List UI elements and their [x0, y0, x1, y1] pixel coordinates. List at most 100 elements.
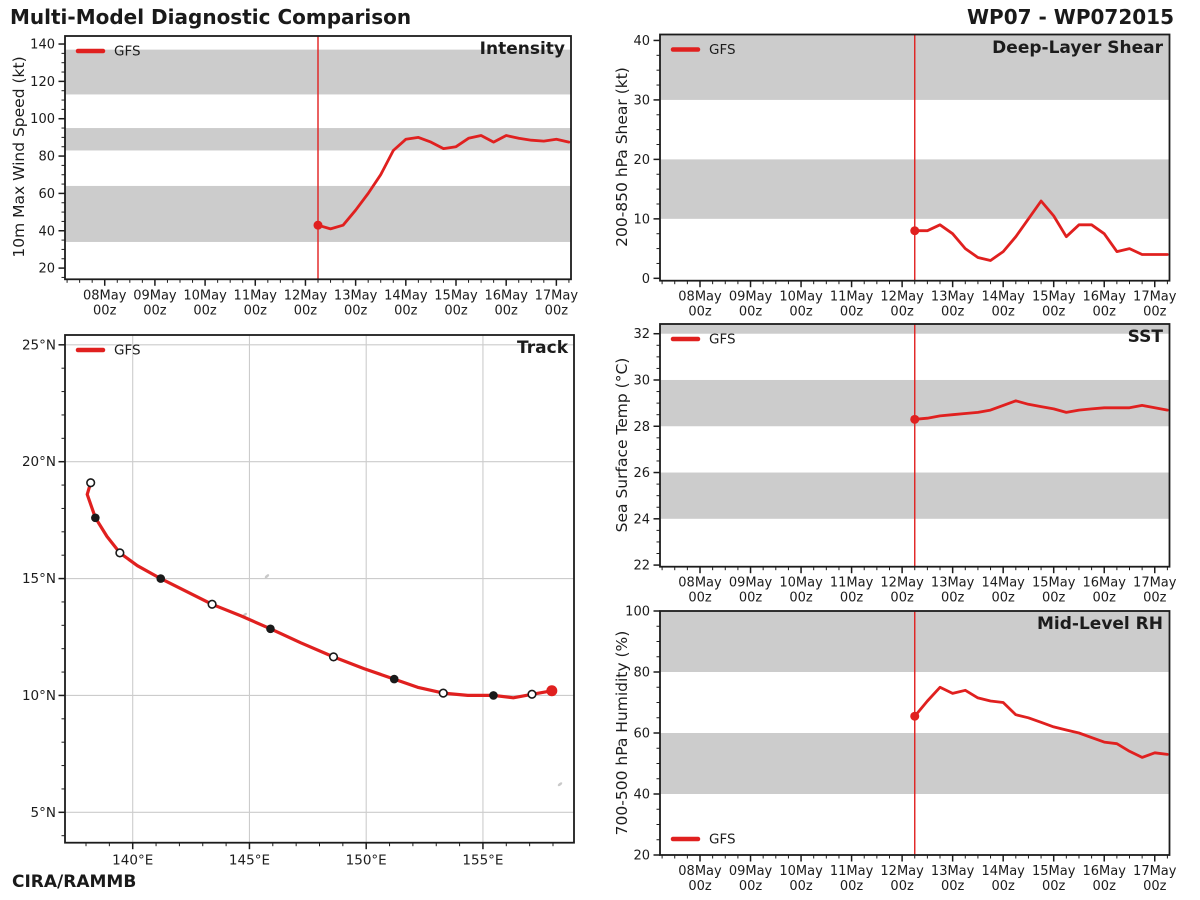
x-tick-sublabel: 00z [890, 305, 914, 320]
x-tick-label: 12May [880, 576, 924, 591]
y-tick-label: 0 [642, 272, 650, 287]
y-tick-label: 60 [38, 187, 55, 202]
x-tick-label: 17May [535, 288, 579, 303]
track-00z-marker [266, 624, 275, 634]
x-tick-label: 13May [931, 864, 975, 879]
x-tick-sublabel: 00z [991, 305, 1015, 320]
x-tick-sublabel: 00z [1093, 591, 1117, 606]
x-tick-sublabel: 00z [789, 879, 813, 894]
x-tick-sublabel: 00z [1042, 305, 1066, 320]
x-tick-label: 15May [1032, 864, 1076, 879]
track-00z-marker [389, 674, 399, 684]
x-tick-sublabel: 00z [688, 879, 712, 894]
x-tick-label: 08May [678, 576, 722, 591]
x-axis: 08May00z09May00z10May00z11May00z12May00z… [661, 280, 1177, 320]
y-axis: 0 10 20 30 40 [633, 34, 660, 287]
y-tick-label: 15°N [22, 571, 56, 587]
track-12z-marker [328, 652, 339, 662]
intensity-start-marker [313, 220, 323, 230]
x-tick-label: 10May [779, 864, 823, 879]
storm-id-title: WP07 - WP072015 [967, 5, 1174, 29]
x-tick-label: 09May [729, 290, 773, 305]
track-12z-marker [86, 478, 96, 488]
y-tick-label: 24 [633, 512, 650, 527]
x-tick-label: 13May [931, 576, 975, 591]
x-tick-sublabel: 00z [941, 305, 965, 320]
plot-frame [64, 35, 572, 281]
track-panel-title: Track [517, 338, 568, 358]
y-tick-label: 28 [633, 420, 650, 435]
x-axis: 08May00z09May00z10May00z11May00z12May00z… [661, 855, 1177, 894]
legend-label: GFS [709, 332, 736, 348]
y-tick-label: 22 [633, 559, 650, 574]
page-title: Multi-Model Diagnostic Comparison [10, 5, 412, 29]
y-tick-label: 30 [633, 373, 650, 388]
y-tick-label: 100 [30, 112, 55, 127]
x-tick-label: 09May [729, 864, 773, 879]
track-00z-marker [489, 691, 498, 700]
y-tick-label: 60 [633, 727, 650, 742]
legend-label: GFS [114, 44, 141, 60]
x-tick-label: 12May [880, 864, 924, 879]
y-tick-label: 120 [30, 75, 55, 90]
x-tick-sublabel: 00z [294, 303, 318, 318]
plot-frame [659, 323, 1171, 568]
x-tick-sublabel: 00z [840, 591, 864, 606]
sst-start-marker [910, 414, 920, 424]
intensity-panel-title: Intensity [479, 39, 565, 59]
y-tick-label: 26 [633, 466, 650, 481]
x-tick-label: 13May [334, 288, 378, 303]
x-tick-sublabel: 00z [789, 305, 813, 320]
x-tick-label: 12May [284, 288, 328, 303]
x-tick-sublabel: 00z [941, 879, 965, 894]
x-tick-sublabel: 00z [840, 879, 864, 894]
y-tick-label: 30 [633, 93, 650, 108]
x-tick-label: 09May [133, 288, 177, 303]
x-tick-label: 11May [830, 864, 874, 879]
x-tick-sublabel: 00z [1143, 879, 1167, 894]
y-tick-label: 40 [633, 788, 650, 803]
x-tick-sublabel: 00z [1093, 879, 1117, 894]
x-tick-label: 11May [234, 288, 278, 303]
sst-series-line [913, 399, 1169, 421]
y-tick-label: 20 [633, 849, 650, 864]
plot-frame [659, 610, 1171, 856]
x-tick-label: 11May [830, 576, 874, 591]
x-tick-label: 08May [678, 290, 722, 305]
y-tick-label: 25°N [22, 337, 56, 353]
x-tick-sublabel: 00z [840, 305, 864, 320]
x-tick-sublabel: 00z [1042, 879, 1066, 894]
x-tick-label: 17May [1133, 864, 1177, 879]
x-tick-label: 17May [1133, 576, 1177, 591]
x-tick-sublabel: 00z [991, 879, 1015, 894]
y-tick-label: 140 [30, 38, 55, 53]
x-tick-label: 08May [678, 864, 722, 879]
x-axis: 08May00z09May00z10May00z11May00z12May00z… [66, 279, 579, 318]
x-tick-sublabel: 00z [193, 303, 217, 318]
x-tick-sublabel: 00z [143, 303, 167, 318]
x-tick-sublabel: 00z [344, 303, 368, 318]
x-tick-label: 13May [931, 290, 975, 305]
legend-label: GFS [709, 42, 736, 58]
x-tick-label: 16May [1083, 290, 1127, 305]
y-tick-label: 80 [38, 150, 55, 165]
y-axis: 20 40 60 80 100 [625, 605, 660, 864]
x-tick-label: 15May [434, 288, 478, 303]
x-tick-label: 16May [1083, 576, 1127, 591]
shear-series-line [913, 199, 1169, 262]
y-tick-label: 10 [633, 212, 650, 227]
shear-y-axis-label: 200-850 hPa Shear (kt) [613, 67, 631, 247]
x-tick-sublabel: 00z [545, 303, 569, 318]
x-tick-sublabel: 00z [494, 303, 518, 318]
track-12z-marker [207, 599, 217, 609]
credit-label: CIRA/RAMMB [12, 872, 137, 892]
plot-frame [64, 334, 575, 844]
y-tick-label: 20°N [22, 454, 56, 470]
track-line [85, 481, 554, 700]
y-tick-label: 100 [625, 605, 650, 620]
x-tick-label: 14May [981, 576, 1025, 591]
legend-label: GFS [114, 343, 141, 359]
y-tick-label: 10°N [22, 688, 56, 704]
x-tick-label: 16May [1083, 864, 1127, 879]
rh-start-marker [910, 711, 920, 721]
